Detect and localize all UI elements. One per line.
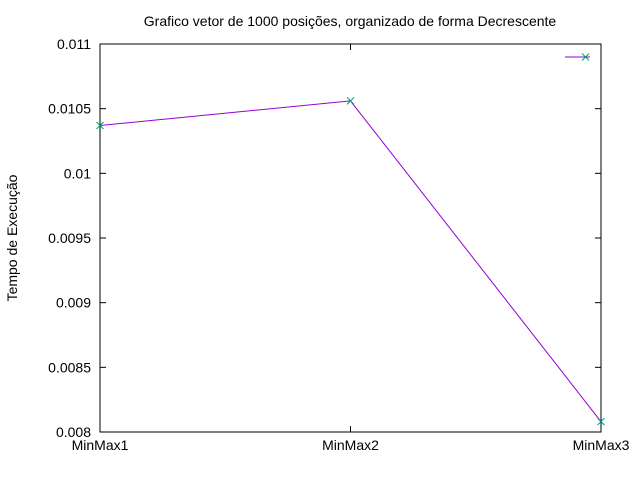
data-point-marker bbox=[346, 97, 355, 105]
chart-title: Grafico vetor de 1000 posições, organiza… bbox=[144, 13, 557, 29]
legend bbox=[565, 53, 590, 61]
data-point-marker bbox=[96, 121, 104, 130]
y-tick-label: 0.0095 bbox=[48, 230, 91, 246]
y-tick-label: 0.0105 bbox=[48, 101, 91, 117]
series-group bbox=[96, 97, 605, 426]
data-point-marker bbox=[597, 417, 605, 426]
y-axis-label: Tempo de Execução bbox=[4, 174, 20, 301]
x-tick-label: MinMax1 bbox=[72, 437, 129, 453]
x-tick-label: MinMax2 bbox=[322, 437, 379, 453]
legend-marker bbox=[581, 53, 590, 61]
series-line bbox=[99, 100, 602, 422]
y-tick-label: 0.0085 bbox=[48, 359, 91, 375]
y-tick-label: 0.01 bbox=[64, 165, 91, 181]
y-axis: 0.008 0.0085 0.009 0.0095 0.01 0.0105 0.011 bbox=[48, 36, 601, 440]
x-tick-label: MinMax3 bbox=[573, 437, 630, 453]
plot-frame bbox=[99, 43, 602, 433]
y-tick-label: 0.011 bbox=[57, 36, 91, 52]
y-tick-label: 0.009 bbox=[56, 295, 91, 311]
y-tick-label: 0.008 bbox=[56, 424, 91, 440]
x-axis: MinMax1 MinMax2 MinMax3 bbox=[72, 44, 630, 453]
